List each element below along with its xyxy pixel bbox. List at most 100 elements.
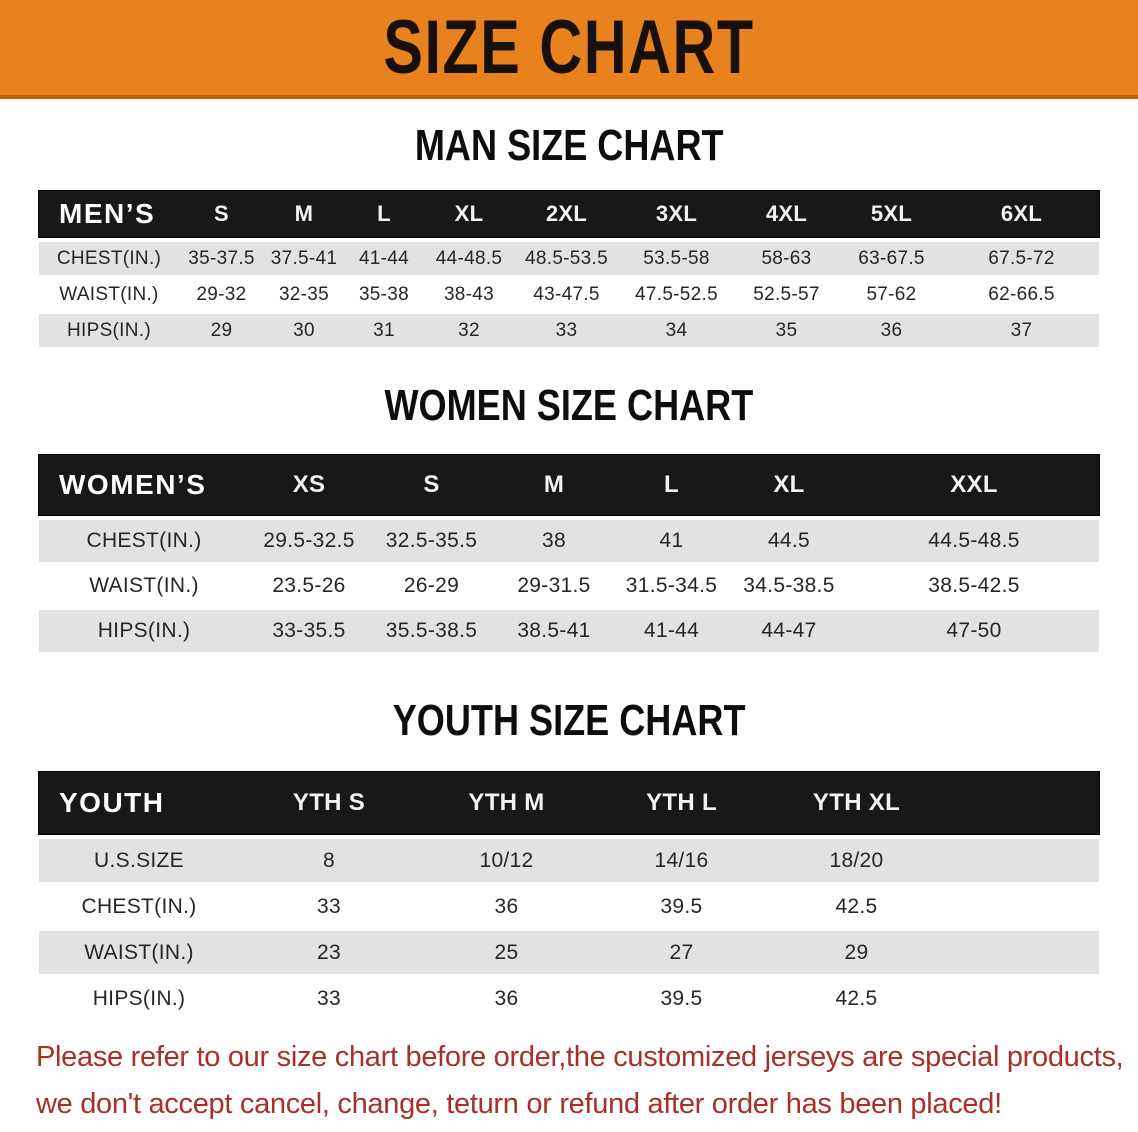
cell-value: 29 xyxy=(210,319,233,341)
column-header: S xyxy=(214,201,229,226)
table-header-label: MEN’S xyxy=(59,198,156,229)
table-row: U.S.SIZE 8 10/12 14/16 18/20 xyxy=(39,839,1099,882)
cell-value: 44.5 xyxy=(767,529,811,552)
men-size-table: MEN’S S M L XL 2XL 3XL 4XL 5XL 6XL CHEST(IN.) 35-37… xyxy=(39,191,1099,347)
table-row: HIPS(IN.) 29 30 31 32 33 34 35 36 37 xyxy=(39,314,1099,347)
cell-value: 29-32 xyxy=(196,283,247,305)
cell-value: 33 xyxy=(317,894,341,918)
cell-value: 27 xyxy=(669,940,694,964)
cell-value: 38.5-41 xyxy=(517,619,591,642)
table-row: HIPS(IN.) 33-35.5 35.5-38.5 38.5-41 41-44 44-… xyxy=(39,610,1099,652)
footer-note-line-2: we don't accept cancel, change, teturn o… xyxy=(36,1087,1002,1120)
row-label: HIPS(IN.) xyxy=(92,986,186,1010)
row-label: WAIST(IN.) xyxy=(89,574,199,597)
column-header: XL xyxy=(454,201,484,226)
cell-value: 47-50 xyxy=(946,619,1002,642)
cell-value: 47.5-52.5 xyxy=(635,283,718,305)
cell-value: 43-47.5 xyxy=(533,283,600,305)
column-header: M xyxy=(543,471,565,498)
cell-value: 31.5-34.5 xyxy=(625,574,718,597)
men-section: MAN SIZE CHART xyxy=(0,121,1138,171)
column-header: 3XL xyxy=(655,201,698,226)
cell-value: 30 xyxy=(293,319,315,341)
table-row: WAIST(IN.) 29-32 32-35 35-38 38-43 43-47.5 47.… xyxy=(39,278,1099,311)
cell-value: 41-44 xyxy=(643,619,700,642)
cell-value: 35-38 xyxy=(358,283,410,305)
row-label: WAIST(IN.) xyxy=(84,940,194,964)
banner-title: SIZE CHART xyxy=(383,5,755,90)
cell-value: 23.5-26 xyxy=(272,574,346,597)
cell-value: 38.5-42.5 xyxy=(928,574,1020,597)
footer-note: Please refer to our size chart before or… xyxy=(0,1034,1138,1128)
cell-value: 35 xyxy=(775,319,798,341)
column-header: 6XL xyxy=(1000,201,1043,226)
banner: SIZE CHART xyxy=(0,0,1138,99)
row-label: WAIST(IN.) xyxy=(59,283,159,305)
column-header: XS xyxy=(292,471,326,498)
cell-value: 58-63 xyxy=(761,247,812,269)
column-header: 4XL xyxy=(765,201,808,226)
cell-value: 33-35.5 xyxy=(272,619,346,642)
column-header: YTH XL xyxy=(812,789,901,816)
cell-value: 42.5 xyxy=(835,894,878,918)
table-row: CHEST(IN.) 29.5-32.5 32.5-35.5 38 41 44.5 44.5… xyxy=(39,520,1099,562)
column-header: 2XL xyxy=(545,201,588,226)
row-label: HIPS(IN.) xyxy=(67,319,151,341)
cell-value: 33 xyxy=(317,986,341,1010)
column-header: YTH M xyxy=(468,789,545,816)
cell-value: 29 xyxy=(844,940,869,964)
column-header: XL xyxy=(773,471,805,498)
cell-value: 35.5-38.5 xyxy=(385,619,478,642)
women-section: WOMEN SIZE CHART xyxy=(0,381,1138,431)
cell-value: 29-31.5 xyxy=(517,574,591,597)
cell-value: 39.5 xyxy=(660,986,703,1010)
youth-section-title: YOUTH SIZE CHART xyxy=(392,696,746,745)
cell-value: 37.5-41 xyxy=(270,247,338,269)
table-header-row: YOUTH YTH S YTH M YTH L YTH XL xyxy=(39,772,1099,834)
cell-value: 34.5-38.5 xyxy=(743,574,835,597)
cell-value: 29.5-32.5 xyxy=(263,529,355,552)
women-section-title: WOMEN SIZE CHART xyxy=(384,381,754,430)
cell-value: 39.5 xyxy=(660,894,703,918)
table-row: WAIST(IN.) 23 25 27 29 xyxy=(39,931,1099,974)
column-header: YTH S xyxy=(292,789,366,816)
cell-value: 36 xyxy=(494,894,519,918)
column-header: YTH L xyxy=(646,789,717,816)
cell-value: 57-62 xyxy=(866,283,917,305)
cell-value: 48.5-53.5 xyxy=(525,247,608,269)
table-row: WAIST(IN.) 23.5-26 26-29 29-31.5 31.5-34.5 34… xyxy=(39,565,1099,607)
cell-value: 62-66.5 xyxy=(988,283,1055,305)
cell-value: 23 xyxy=(317,940,341,964)
row-label: CHEST(IN.) xyxy=(81,894,197,918)
cell-value: 14/16 xyxy=(654,848,709,872)
youth-section: YOUTH SIZE CHART xyxy=(0,696,1138,746)
column-header: L xyxy=(377,201,391,226)
table-header-row: WOMEN’S XS S M L XL XXL xyxy=(39,455,1099,515)
table-header-label: WOMEN’S xyxy=(59,469,207,500)
column-header: S xyxy=(423,471,440,498)
cell-value: 33 xyxy=(555,319,578,341)
cell-value: 42.5 xyxy=(835,986,878,1010)
table-header-label: YOUTH xyxy=(59,787,165,818)
cell-value: 31 xyxy=(373,319,395,341)
cell-value: 44-47 xyxy=(761,619,817,642)
cell-value: 44.5-48.5 xyxy=(928,529,1020,552)
cell-value: 36 xyxy=(880,319,903,341)
cell-value: 25 xyxy=(494,940,519,964)
column-header: L xyxy=(664,471,679,498)
cell-value: 32-35 xyxy=(278,283,330,305)
cell-value: 53.5-58 xyxy=(643,247,710,269)
column-header: 5XL xyxy=(870,201,913,226)
row-label: CHEST(IN.) xyxy=(56,247,162,269)
row-label: U.S.SIZE xyxy=(94,848,184,872)
column-header: M xyxy=(294,201,314,226)
table-header-row: MEN’S S M L XL 2XL 3XL 4XL 5XL 6XL xyxy=(39,191,1099,237)
cell-value: 38 xyxy=(542,529,566,552)
footer-note-line-1: Please refer to our size chart before or… xyxy=(36,1041,1124,1073)
column-header: XXL xyxy=(950,471,998,498)
row-label: CHEST(IN.) xyxy=(86,529,202,552)
cell-value: 34 xyxy=(665,319,688,341)
cell-value: 35-37.5 xyxy=(188,247,255,269)
cell-value: 32 xyxy=(458,319,480,341)
